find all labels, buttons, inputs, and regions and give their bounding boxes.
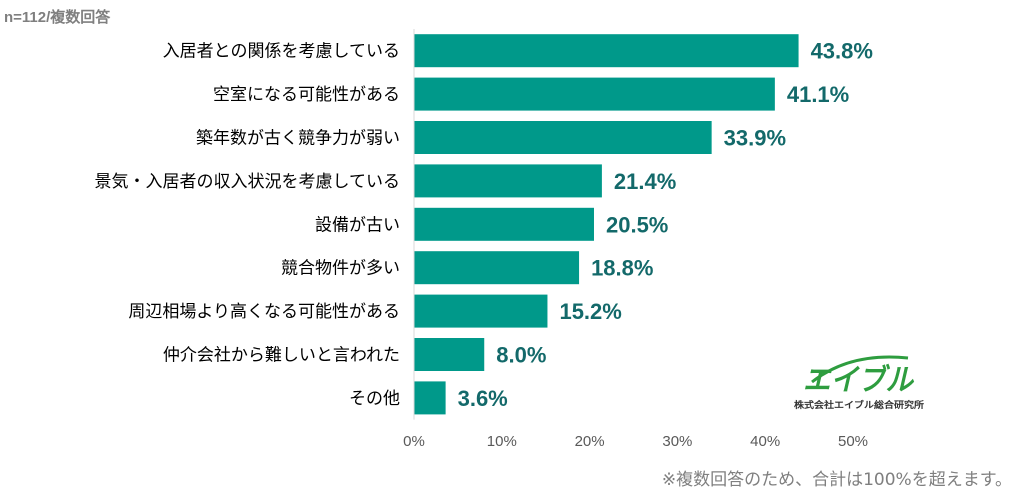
logo: エイブル 株式会社エイブル総合研究所 xyxy=(794,355,924,411)
x-tick-labels: 0% 10% 20% 30% 40% 50% xyxy=(403,433,868,450)
bar xyxy=(414,381,446,415)
category-label: 入居者との関係を考慮している xyxy=(163,42,400,62)
value-label: 43.8% xyxy=(811,39,873,64)
logo-subtitle: 株式会社エイブル総合研究所 xyxy=(794,399,924,411)
bar xyxy=(414,338,485,371)
logo-name: エイブル xyxy=(803,363,915,398)
value-labels: 43.8% 41.1%33.9% 21.4% 20.5% 18.8% 15.2% 8.0% 3… xyxy=(458,39,873,411)
category-label: その他 xyxy=(349,389,400,409)
bar xyxy=(414,164,602,198)
value-label: 18.8% xyxy=(591,256,653,281)
value-label: 3.6% xyxy=(458,386,508,411)
x-tick-label: 50% xyxy=(838,433,868,450)
x-tick-label: 30% xyxy=(662,433,692,450)
x-tick-label: 10% xyxy=(487,433,517,450)
category-label: 設備が古い xyxy=(315,215,400,235)
value-label: 41.1% xyxy=(787,82,849,107)
category-labels: 入居者との関係を考慮している空室になる可能性がある築年数が古く競争力が弱い景気・… xyxy=(95,42,401,409)
value-label: 20.5% xyxy=(606,212,668,237)
category-label: 景気・入居者の収入状況を考慮している xyxy=(95,172,401,192)
value-label: 8.0% xyxy=(496,343,546,368)
category-label: 仲介会社から難しいと言われた xyxy=(163,346,400,366)
category-label: 築年数が古く競争力が弱い xyxy=(196,129,400,149)
bar xyxy=(414,34,799,68)
bar xyxy=(414,121,712,154)
category-label: 周辺相場より高くなる可能性がある xyxy=(128,302,400,322)
category-label: 競合物件が多い xyxy=(281,259,400,279)
x-tick-label: 20% xyxy=(575,433,605,450)
bar xyxy=(414,77,775,111)
x-tick-label: 40% xyxy=(750,433,780,450)
x-tick-label: 0% xyxy=(403,433,425,450)
value-label: 33.9% xyxy=(724,126,786,151)
category-label: 空室になる可能性がある xyxy=(213,85,400,105)
bar xyxy=(414,251,580,285)
bar xyxy=(414,294,548,328)
logo-swoosh xyxy=(811,355,909,384)
bars xyxy=(414,34,799,415)
bar xyxy=(414,207,594,241)
sample-size-note: n=112/複数回答 xyxy=(4,8,111,26)
value-label: 15.2% xyxy=(559,299,621,324)
value-label: 21.4% xyxy=(614,169,676,194)
footnote: ※複数回答のため、合計は100%を超えます。 xyxy=(662,470,1012,490)
